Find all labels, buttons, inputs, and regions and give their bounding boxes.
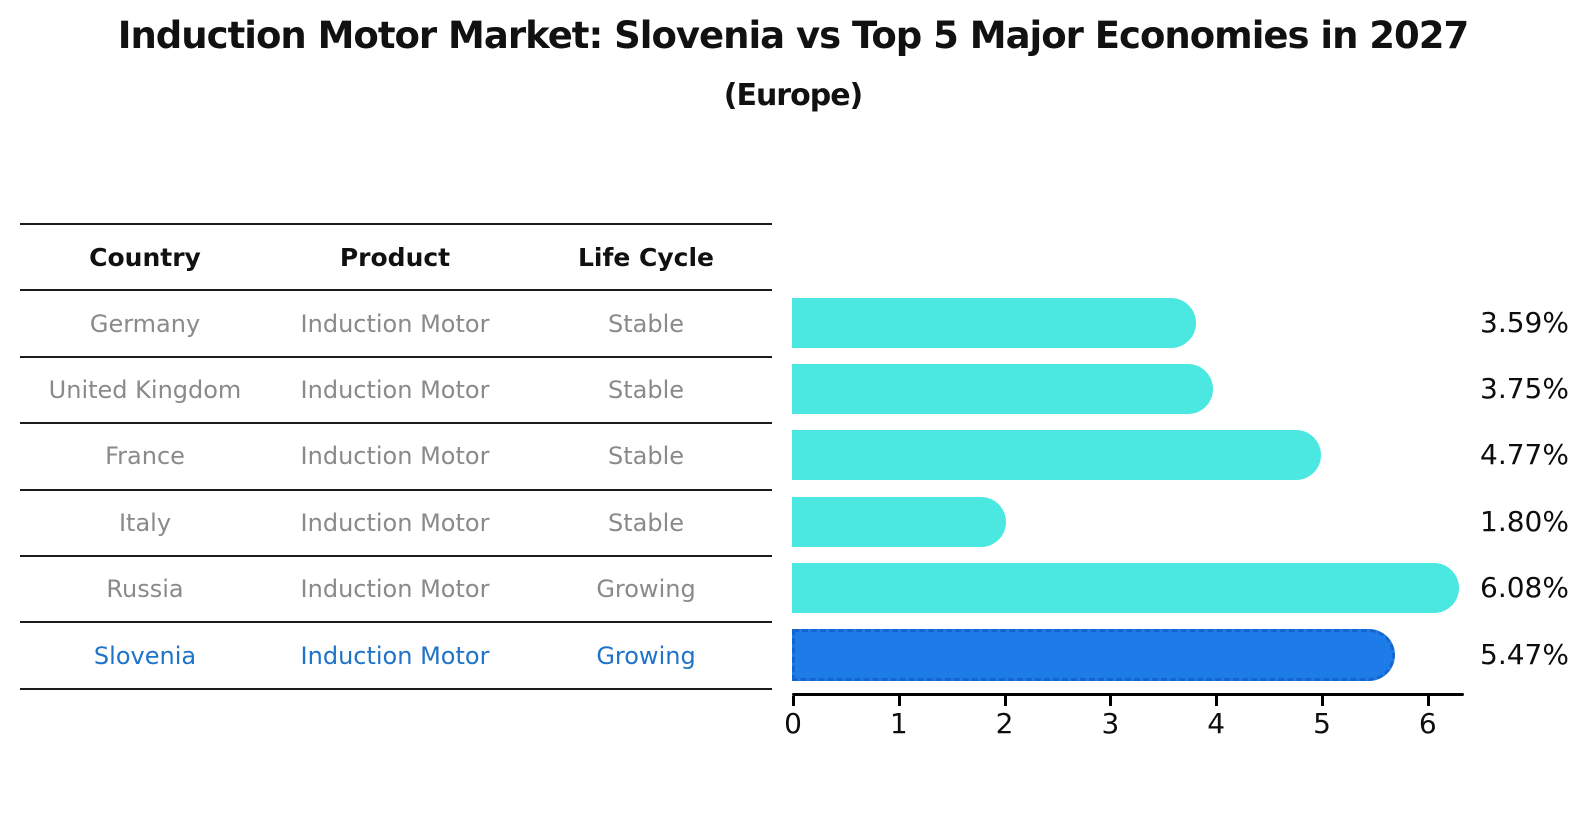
column-header-product: Product	[339, 242, 451, 272]
chart-title: Induction Motor Market: Slovenia vs Top …	[117, 14, 1470, 57]
bar-france	[792, 430, 1321, 481]
table-row-united-kingdom: United Kingdom Induction Motor Stable	[20, 355, 772, 422]
country-cell: Germany	[89, 309, 201, 338]
bar-germany	[792, 297, 1196, 348]
value-label: 5.47%	[1480, 637, 1569, 671]
country-cell: France	[105, 442, 185, 471]
table-row-germany: Germany Induction Motor Stable	[20, 289, 772, 355]
x-tick-label: 3	[1101, 707, 1120, 740]
x-tick-mark	[1321, 696, 1324, 706]
x-axis-line	[792, 693, 1464, 696]
bar-united-kingdom	[792, 364, 1213, 414]
value-label: 1.80%	[1480, 504, 1569, 538]
product-cell: Induction Motor	[300, 575, 490, 604]
country-cell: Italy	[118, 508, 172, 537]
value-label: 3.59%	[1480, 305, 1569, 339]
country-cell: Russia	[106, 575, 184, 604]
life-cycle-cell: Growing	[596, 575, 696, 604]
product-cell: Induction Motor	[300, 309, 490, 338]
x-tick-mark	[1003, 696, 1007, 706]
product-cell: Induction Motor	[300, 442, 490, 471]
x-tick-mark	[1215, 696, 1219, 706]
column-header-life-cycle: Life Cycle	[577, 242, 715, 272]
life-cycle-cell: Stable	[607, 309, 685, 338]
x-tick-label: 2	[995, 707, 1014, 740]
life-cycle-cell: Stable	[607, 508, 685, 537]
product-cell: Induction Motor	[300, 508, 490, 537]
table-row-france: France Induction Motor Stable	[20, 422, 772, 488]
bar-russia	[792, 563, 1459, 614]
product-cell: Induction Motor	[300, 375, 490, 404]
x-tick-label: 6	[1418, 707, 1437, 740]
product-cell: Induction Motor	[300, 641, 490, 670]
x-tick-mark	[1426, 696, 1430, 706]
x-tick-mark	[792, 696, 795, 706]
table-row-slovenia: Slovenia Induction Motor Growing	[20, 621, 772, 690]
x-tick-label: 4	[1207, 707, 1226, 740]
country-cell: United Kingdom	[48, 375, 242, 404]
chart-subtitle: (Europe)	[723, 78, 864, 113]
bar-italy	[792, 496, 1006, 547]
country-table: Country Product Life Cycle Germany Induc…	[20, 223, 772, 690]
country-cell: Slovenia	[93, 641, 197, 670]
x-tick-label: 0	[784, 707, 802, 740]
value-label: 3.75%	[1480, 372, 1569, 405]
life-cycle-cell: Stable	[607, 442, 685, 471]
x-tick-mark	[897, 696, 901, 706]
x-tick-label: 1	[889, 707, 908, 740]
table-row-italy: Italy Induction Motor Stable	[20, 488, 772, 555]
life-cycle-cell: Stable	[607, 375, 685, 404]
value-label: 6.08%	[1480, 571, 1569, 605]
table-row-russia: Russia Induction Motor Growing	[20, 554, 772, 621]
x-tick-label: 5	[1313, 707, 1331, 740]
column-header-country: Country	[89, 242, 201, 272]
table-header-row: Country Product Life Cycle	[20, 223, 772, 289]
bar-slovenia	[792, 628, 1395, 681]
value-label: 4.77%	[1480, 438, 1569, 472]
x-tick-mark	[1109, 696, 1113, 706]
life-cycle-cell: Growing	[596, 641, 696, 670]
